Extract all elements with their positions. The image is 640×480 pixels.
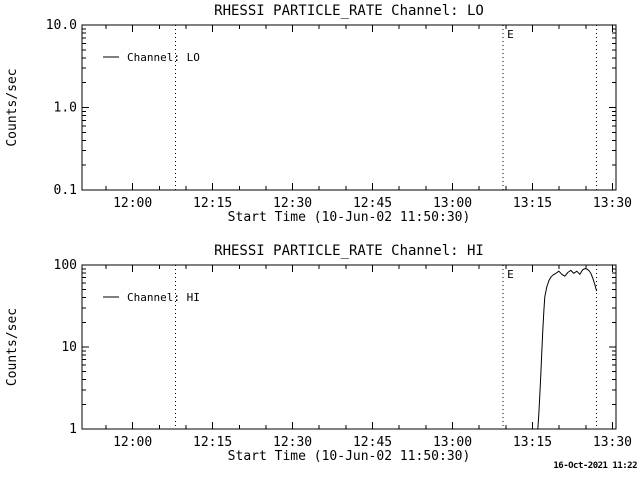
x-axis-title: Start Time (10-Jun-02 11:50:30) bbox=[228, 449, 471, 464]
event-label: E bbox=[507, 28, 514, 41]
x-tick-label: 13:00 bbox=[433, 435, 472, 450]
y-tick-label: 0.1 bbox=[54, 183, 77, 198]
x-tick-label: 12:30 bbox=[273, 435, 312, 450]
panel-lo: RHESSI PARTICLE_RATE Channel: LO 12:00 12:… bbox=[5, 3, 632, 225]
x-tick-label: 13:30 bbox=[593, 196, 632, 211]
x-axis-title: Start Time (10-Jun-02 11:50:30) bbox=[228, 210, 471, 225]
x-tick-label: 12:45 bbox=[353, 196, 392, 211]
y-tick-label: 10.0 bbox=[46, 18, 77, 33]
y-axis-title: Counts/sec bbox=[5, 308, 20, 386]
y-tick-label: 1.0 bbox=[54, 101, 77, 116]
y-tick-label: 10 bbox=[61, 340, 77, 355]
chart-title: RHESSI PARTICLE_RATE Channel: HI bbox=[214, 243, 484, 259]
axes-frame bbox=[81, 24, 617, 191]
x-tick-label: 12:45 bbox=[353, 435, 392, 450]
x-tick-label: 12:15 bbox=[193, 435, 232, 450]
x-tick-label: 12:00 bbox=[113, 435, 152, 450]
legend-label: Channel: HI bbox=[127, 291, 200, 304]
y-tick-label: 100 bbox=[54, 258, 77, 273]
plot-timestamp: 16-Oct-2021 11:22 bbox=[553, 461, 637, 471]
panel-hi: RHESSI PARTICLE_RATE Channel: HI 12:00 12:… bbox=[5, 243, 632, 464]
y-tick-label: 1 bbox=[69, 422, 77, 437]
x-tick-label: 12:15 bbox=[193, 196, 232, 211]
x-tick-label: 13:00 bbox=[433, 196, 472, 211]
x-tick-label: 12:30 bbox=[273, 196, 312, 211]
x-tick-label: 12:00 bbox=[113, 196, 152, 211]
event-label: E bbox=[507, 268, 514, 281]
x-tick-label: 13:30 bbox=[593, 435, 632, 450]
y-axis-title: Counts/sec bbox=[5, 68, 20, 146]
x-tick-label: 13:15 bbox=[513, 196, 552, 211]
axes-frame bbox=[81, 264, 617, 430]
chart-title: RHESSI PARTICLE_RATE Channel: LO bbox=[214, 3, 484, 19]
series-line bbox=[537, 267, 598, 430]
x-tick-label: 13:15 bbox=[513, 435, 552, 450]
legend-label: Channel: LO bbox=[127, 51, 200, 64]
